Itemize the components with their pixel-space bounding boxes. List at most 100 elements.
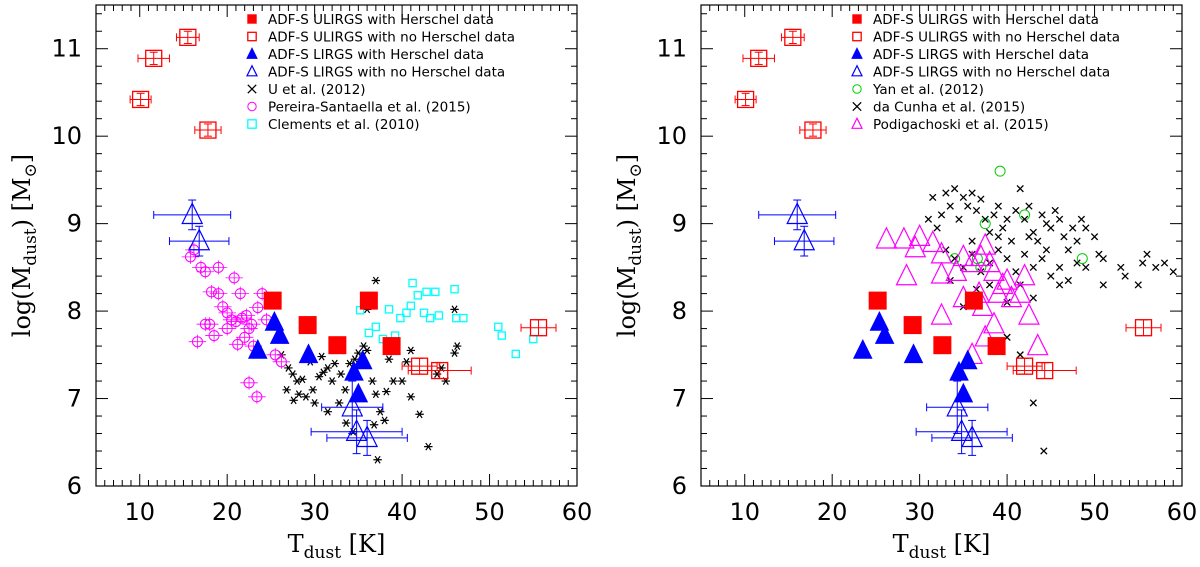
data-point [314,372,324,381]
data-point [1060,233,1068,241]
data-point [1099,254,1107,263]
data-point [336,370,346,378]
data-point [323,364,332,372]
data-point [784,28,802,47]
data-point [204,318,216,330]
data-point [371,276,381,285]
data-point [1077,215,1086,223]
data-point [1026,333,1049,356]
y-tick-label: 9 [672,210,687,238]
data-point [903,316,922,335]
data-point [1003,215,1011,223]
data-point [350,355,360,364]
series-clements-et-al-2010- [355,278,538,359]
data-point [786,202,809,225]
data-point [949,360,969,381]
legend-label: ADF-S ULIRGS with Herschel data [873,12,1099,28]
data-point [330,359,339,368]
data-point [961,250,984,273]
legend-marker [247,31,257,42]
data-point [382,387,391,396]
data-point [987,337,1006,356]
legend-marker [852,14,862,24]
data-point [529,319,548,337]
data-point [212,288,224,300]
data-point [1003,254,1011,263]
data-point [397,377,407,385]
y-tick-label: 8 [672,297,687,325]
data-point [750,49,768,67]
data-point [246,318,258,330]
data-point [1064,276,1072,285]
data-point [269,349,281,361]
data-point [1009,280,1032,303]
data-point [1121,272,1129,280]
x-tick-label: 40 [387,498,418,526]
data-point [310,399,319,407]
plot-frame [95,4,578,487]
y-axis-label: log(Mdust) [M⊙] [8,154,41,337]
y-tick-label: 7 [672,385,687,413]
data-point [191,336,203,348]
series-lirgs-herschel [247,310,373,403]
data-point [1055,215,1064,223]
data-point [1169,268,1177,276]
data-point [410,357,429,375]
data-point [1025,202,1033,210]
data-point [424,442,433,451]
y-tick-label: 6 [672,472,687,500]
data-point [364,328,374,338]
series-ulirgs-herschel [263,291,401,356]
data-point [972,206,981,215]
data-point [247,338,268,359]
legend-marker [246,47,258,59]
data-point [243,377,255,389]
data-point [269,324,290,344]
data-point [434,311,444,320]
data-point [908,223,931,246]
data-point [974,232,997,255]
data-point [327,377,337,385]
legend-marker [247,14,257,24]
data-point [929,193,937,202]
data-point [413,291,423,300]
data-layer [734,28,1177,456]
legend-marker [247,101,257,112]
x-tick-label: 60 [1167,498,1198,526]
x-tick-label: 60 [562,498,593,526]
data-point [212,261,224,273]
data-point [359,342,368,350]
y-tick-label: 10 [51,122,82,150]
data-point [961,425,984,448]
data-point [804,121,822,139]
data-point [892,226,915,249]
data-point [950,418,973,442]
data-point [389,377,398,385]
data-point [452,342,462,350]
data-point [352,349,373,370]
left-panel: 10 20 30 40 50 60 6 7 8 9 10 11 Tdust [K] log(Mdust) … [8,4,593,563]
series-podigachoski-et-al-2015- [875,223,1049,365]
x-tick-label: 10 [729,498,760,526]
data-point [292,377,302,385]
data-point [933,224,941,232]
data-point [239,331,251,343]
data-point [289,396,298,405]
data-point [184,251,196,263]
data-point [323,407,332,416]
data-point [1160,259,1169,267]
data-point [996,267,1019,290]
data-point [968,237,976,245]
data-point [240,309,252,321]
data-point [288,370,297,378]
x-tick-label: 20 [817,498,848,526]
x-tick-label: 10 [124,498,155,526]
data-point [188,228,211,251]
data-point [1082,224,1090,232]
data-point [328,336,347,355]
y-tick-label: 11 [656,35,687,63]
data-point [425,313,435,323]
data-point [852,338,873,359]
legend-marker [247,84,257,94]
